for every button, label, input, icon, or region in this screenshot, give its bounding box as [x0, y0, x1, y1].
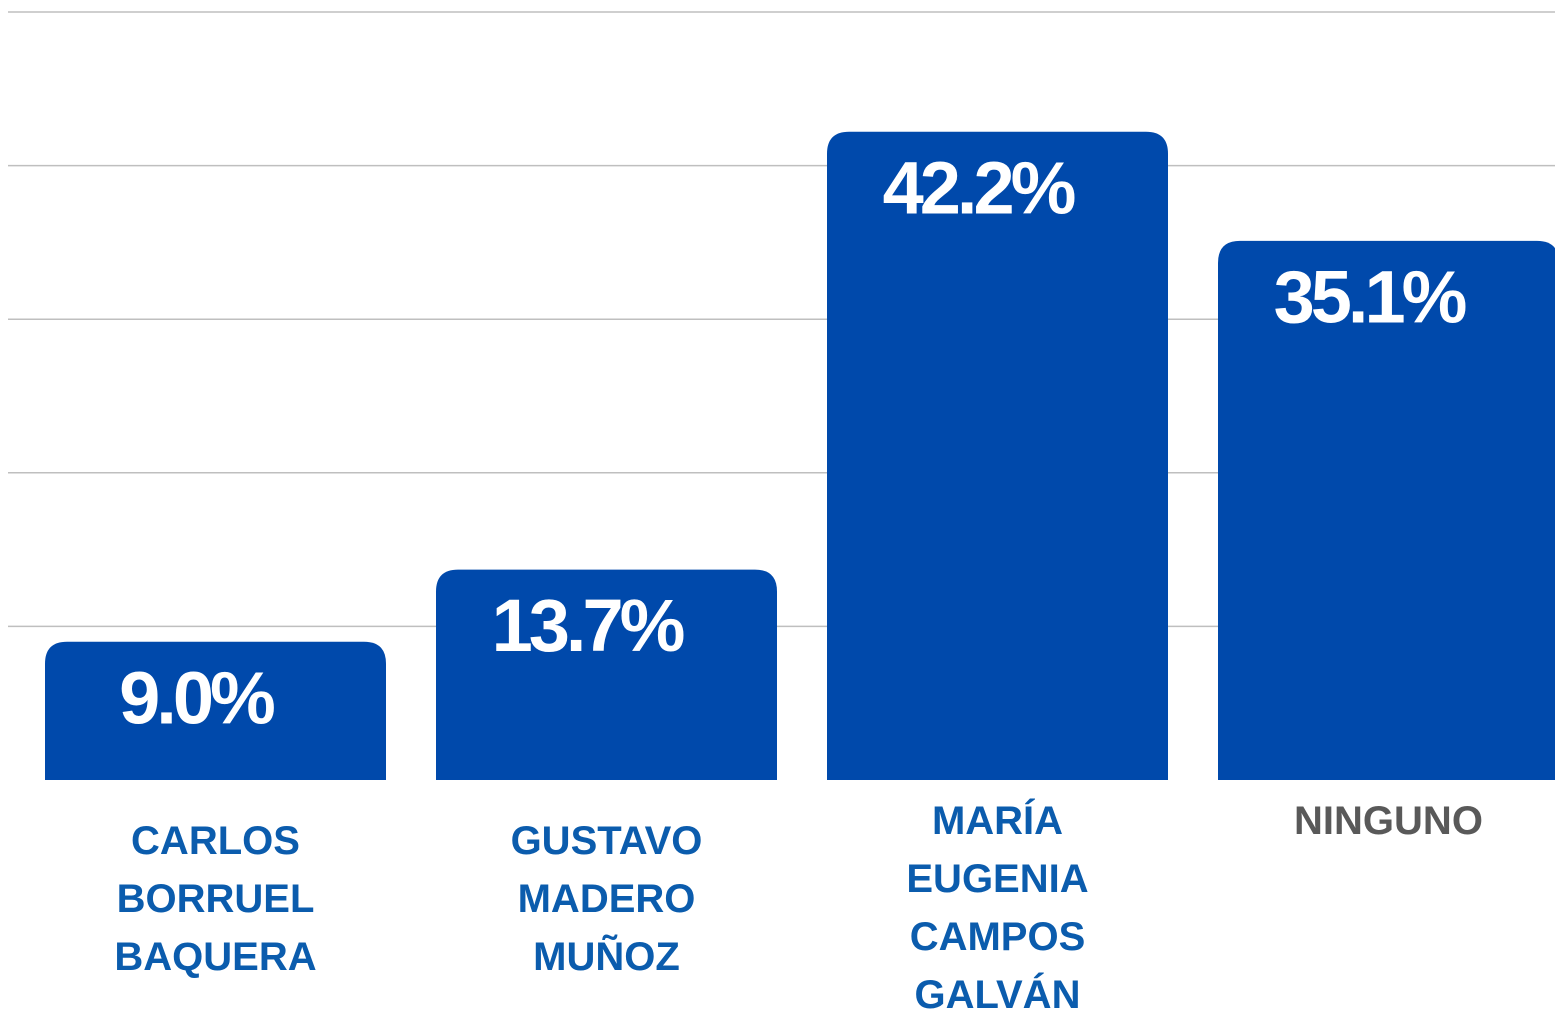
- bar: [1218, 240, 1555, 780]
- category-label: CARLOS BORRUEL BAQUERA: [114, 819, 317, 979]
- category-label: NINGUNO: [1294, 799, 1483, 843]
- value-label: 13.7%: [492, 584, 684, 667]
- value-label: 9.0%: [119, 656, 274, 739]
- category-label: MARÍA EUGENIA CAMPOS GALVÁN: [906, 799, 1089, 1009]
- bar: [45, 641, 386, 780]
- bar: [827, 131, 1168, 781]
- bar: [436, 569, 777, 780]
- value-label: 35.1%: [1274, 255, 1466, 338]
- category-label: GUSTAVO MADERO MUÑOZ: [510, 819, 703, 979]
- value-label: 42.2%: [883, 146, 1075, 229]
